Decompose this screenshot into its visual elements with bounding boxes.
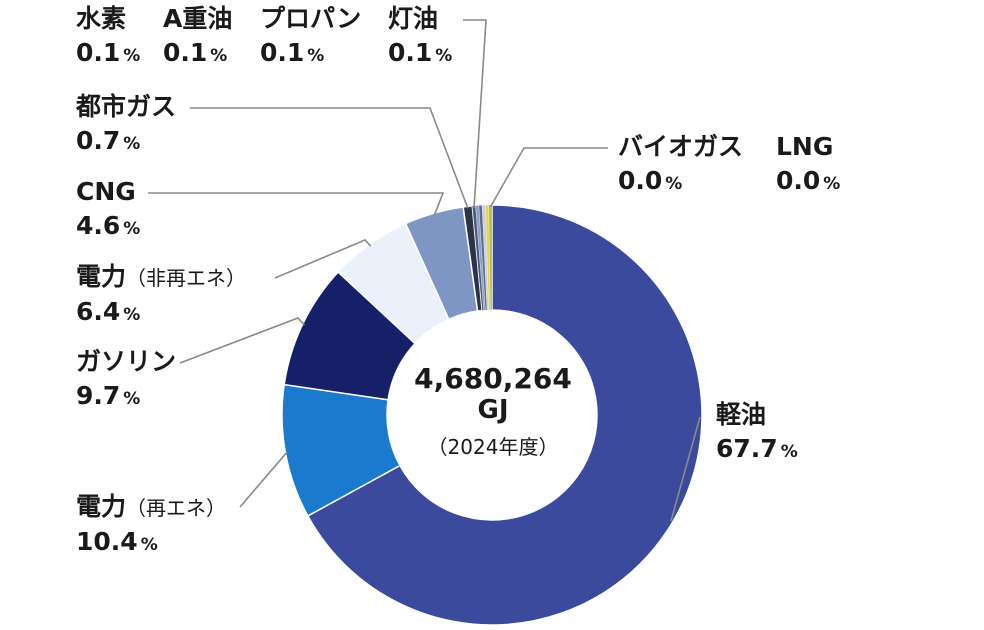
label-denryoku_nre-sub: （非再エネ） (126, 266, 247, 290)
label-cng-unit: % (123, 219, 141, 239)
center-text: 4,680,264 GJ （2024年度） (390, 362, 596, 460)
label-suiso-unit: % (123, 46, 141, 66)
label-touyu-value: 0.1% (388, 38, 453, 67)
leader-denryoku_re (239, 451, 288, 508)
label-biogas-unit: % (665, 174, 683, 194)
label-suiso-name: 水素 (76, 4, 127, 33)
slice-biogas (488, 204, 493, 311)
leader-lines (148, 19, 701, 522)
label-denryoku_nre-value: 6.4% (76, 297, 141, 326)
label-touyu-name: 灯油 (388, 4, 439, 33)
label-toshigas-name: 都市ガス (76, 92, 177, 121)
label-keiyu-unit: % (780, 442, 798, 462)
label-ajuyu-name: A重油 (163, 4, 233, 33)
label-gasoline-value: 9.7% (76, 381, 141, 410)
label-suiso-value: 0.1% (76, 38, 141, 67)
label-denryoku_nre-unit: % (123, 305, 141, 325)
label-denryoku_nre: 電力（非再エネ） 6.4% (76, 260, 246, 332)
label-ajuyu-value: 0.1% (163, 38, 228, 67)
label-lng: LNG 0.0% (776, 130, 840, 201)
label-denryoku_re: 電力（再エネ） 10.4% (76, 490, 226, 562)
label-lng-name: LNG (776, 132, 834, 161)
label-biogas: バイオガス 0.0% (618, 130, 743, 201)
label-toshigas: 都市ガス 0.7% (76, 90, 176, 161)
label-keiyu-value: 67.7% (716, 434, 798, 463)
label-denryoku_re-unit: % (140, 535, 158, 555)
label-gasoline: ガソリン 9.7% (76, 345, 176, 416)
label-lng-unit: % (823, 174, 841, 194)
label-toshigas-value: 0.7% (76, 126, 141, 155)
leader-cng (148, 192, 445, 216)
label-gasoline-unit: % (123, 389, 141, 409)
label-cng-name: CNG (76, 177, 136, 206)
label-biogas-name: バイオガス (618, 132, 744, 161)
label-denryoku_re-name: 電力（再エネ） (76, 492, 227, 521)
label-denryoku_re-sub: （再エネ） (126, 496, 227, 520)
label-denryoku_re-value: 10.4% (76, 527, 158, 556)
leader-biogas (489, 147, 608, 208)
label-gasoline-name: ガソリン (76, 347, 177, 376)
label-keiyu: 軽油 67.7% (716, 398, 798, 469)
label-cng: CNG 4.6% (76, 175, 140, 246)
leader-gasoline (179, 317, 306, 364)
label-toshigas-unit: % (123, 134, 141, 154)
leader-toshigas (190, 107, 469, 209)
center-total: 4,680,264 (414, 362, 572, 395)
label-ajuyu-unit: % (210, 46, 228, 66)
label-propane-value: 0.1% (260, 38, 325, 67)
label-propane-name: プロパン (260, 4, 362, 33)
label-keiyu-name: 軽油 (716, 400, 767, 429)
label-ajuyu: A重油 0.1% (163, 2, 232, 73)
label-denryoku_nre-name: 電力（非再エネ） (76, 262, 247, 291)
label-biogas-value: 0.0% (618, 166, 683, 195)
label-suiso: 水素 0.1% (76, 2, 140, 73)
label-propane-unit: % (307, 46, 325, 66)
leader-touyu (463, 19, 487, 208)
center-period: （2024年度） (427, 435, 559, 459)
label-touyu-unit: % (435, 46, 453, 66)
center-unit: GJ (477, 395, 509, 425)
label-cng-value: 4.6% (76, 211, 141, 240)
label-lng-value: 0.0% (776, 166, 841, 195)
donut-slices (281, 204, 703, 626)
label-touyu: 灯油 0.1% (388, 2, 452, 73)
label-propane: プロパン 0.1% (260, 2, 361, 73)
leader-denryoku_nre (274, 239, 372, 279)
leader-keiyu (670, 416, 701, 522)
slice-keiyu (306, 204, 703, 626)
